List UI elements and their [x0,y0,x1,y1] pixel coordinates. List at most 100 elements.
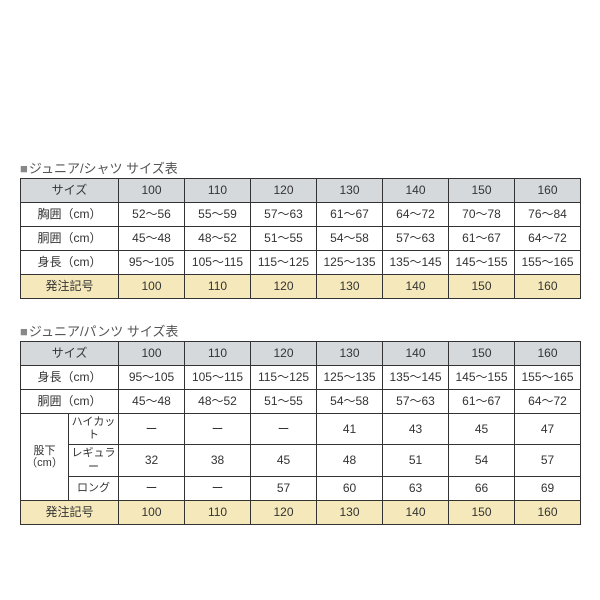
cell: ー [251,414,317,445]
pants-size-col: 100 [119,342,185,366]
cell: 150 [449,275,515,299]
cell: 115～125 [251,366,317,390]
square-marker: ■ [20,161,28,176]
shirt-size-table: サイズ 100 110 120 130 140 150 160 胸囲（cm） 5… [20,178,581,299]
pants-title-text: ジュニア/パンツ サイズ表 [29,324,179,339]
row-label: 発注記号 [21,275,119,299]
cell: 54 [449,445,515,476]
pants-size-col: 140 [383,342,449,366]
cell: 57～63 [383,227,449,251]
cell: 41 [317,414,383,445]
shirt-size-col: 130 [317,179,383,203]
pants-section-title: ■ジュニア/パンツ サイズ表 [20,321,580,340]
cell: 45～48 [119,227,185,251]
cell: ー [185,476,251,500]
cell: 135～145 [383,251,449,275]
cell: 45 [449,414,515,445]
shirt-size-col: 140 [383,179,449,203]
cell: 110 [185,500,251,524]
pants-row-inseam-regular: レギュラー 32 38 45 48 51 54 57 [21,445,581,476]
inseam-sublabel: ロング [69,476,119,500]
cell: 48～52 [185,390,251,414]
cell: 150 [449,500,515,524]
row-label: 発注記号 [21,500,119,524]
shirt-size-col: 150 [449,179,515,203]
cell: 135～145 [383,366,449,390]
pants-header-label: サイズ [21,342,119,366]
pants-order-row: 発注記号 100 110 120 130 140 150 160 [21,500,581,524]
cell: 105～115 [185,251,251,275]
pants-size-col: 110 [185,342,251,366]
cell: 38 [185,445,251,476]
cell: 115～125 [251,251,317,275]
cell: 55～59 [185,203,251,227]
cell: 43 [383,414,449,445]
cell: 76～84 [515,203,581,227]
shirt-row-waist: 胴囲（cm） 45～48 48～52 51～55 54～58 57～63 61～… [21,227,581,251]
shirt-row-height: 身長（cm） 95～105 105～115 115～125 125～135 13… [21,251,581,275]
shirt-title-text: ジュニア/シャツ サイズ表 [29,161,178,176]
inseam-group-label: 股下（cm） [21,414,69,501]
cell: 100 [119,500,185,524]
cell: 125～135 [317,366,383,390]
cell: 130 [317,275,383,299]
shirt-row-chest: 胸囲（cm） 52～56 55～59 57～63 61～67 64～72 70～… [21,203,581,227]
pants-size-table: サイズ 100 110 120 130 140 150 160 身長（cm） 9… [20,341,581,525]
cell: 61～67 [449,227,515,251]
shirt-order-row: 発注記号 100 110 120 130 140 150 160 [21,275,581,299]
cell: 64～72 [515,390,581,414]
cell: 140 [383,500,449,524]
cell: 63 [383,476,449,500]
cell: 57～63 [251,203,317,227]
pants-row-height: 身長（cm） 95～105 105～115 115～125 125～135 13… [21,366,581,390]
cell: 45～48 [119,390,185,414]
cell: 51～55 [251,390,317,414]
cell: 160 [515,275,581,299]
cell: 155～165 [515,251,581,275]
row-label: 胸囲（cm） [21,203,119,227]
shirt-size-col: 120 [251,179,317,203]
inseam-sublabel: ハイカット [69,414,119,445]
pants-row-inseam-long: ロング ー ー 57 60 63 66 69 [21,476,581,500]
cell: 130 [317,500,383,524]
cell: 45 [251,445,317,476]
cell: 57 [251,476,317,500]
cell: 60 [317,476,383,500]
cell: 47 [515,414,581,445]
row-label: 胴囲（cm） [21,227,119,251]
cell: 61～67 [317,203,383,227]
cell: 95～105 [119,366,185,390]
cell: 64～72 [515,227,581,251]
pants-row-waist: 胴囲（cm） 45～48 48～52 51～55 54～58 57～63 61～… [21,390,581,414]
cell: ー [119,476,185,500]
cell: 51～55 [251,227,317,251]
cell: 66 [449,476,515,500]
cell: 145～155 [449,366,515,390]
shirt-header-label: サイズ [21,179,119,203]
cell: 32 [119,445,185,476]
cell: 70～78 [449,203,515,227]
cell: 51 [383,445,449,476]
cell: 120 [251,500,317,524]
shirt-size-col: 110 [185,179,251,203]
cell: 48 [317,445,383,476]
cell: 155～165 [515,366,581,390]
shirt-size-col: 100 [119,179,185,203]
cell: 57～63 [383,390,449,414]
cell: 145～155 [449,251,515,275]
shirt-section-title: ■ジュニア/シャツ サイズ表 [20,158,580,177]
cell: 52～56 [119,203,185,227]
inseam-sublabel: レギュラー [69,445,119,476]
cell: 125～135 [317,251,383,275]
inseam-label-text: 股下（cm） [26,445,63,469]
shirt-size-col: 160 [515,179,581,203]
pants-header-row: サイズ 100 110 120 130 140 150 160 [21,342,581,366]
cell: 120 [251,275,317,299]
cell: 57 [515,445,581,476]
cell: 48～52 [185,227,251,251]
pants-size-col: 130 [317,342,383,366]
cell: 54～58 [317,227,383,251]
cell: 54～58 [317,390,383,414]
row-label: 胴囲（cm） [21,390,119,414]
row-label: 身長（cm） [21,366,119,390]
